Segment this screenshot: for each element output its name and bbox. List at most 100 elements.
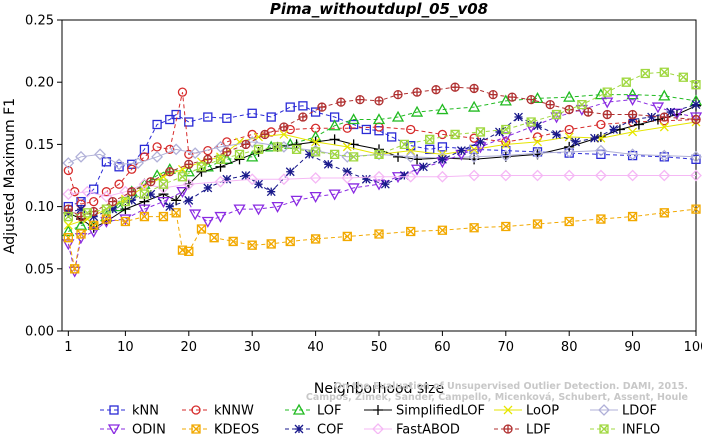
data-point [114, 179, 124, 189]
data-point [266, 239, 276, 249]
legend-marker [503, 405, 513, 415]
data-point [399, 139, 410, 150]
data-point [514, 112, 523, 122]
data-point [691, 204, 701, 214]
series-cof [63, 100, 701, 222]
data-point [291, 139, 302, 150]
data-point [640, 68, 650, 79]
data-point [309, 172, 322, 184]
data-point [499, 94, 512, 106]
data-point [101, 204, 112, 214]
data-point [62, 157, 75, 169]
data-point [437, 225, 448, 235]
legend-label: LDOF [622, 404, 657, 419]
data-point [373, 170, 385, 183]
data-point [279, 122, 289, 132]
data-point [209, 233, 219, 243]
data-point [317, 102, 327, 112]
y-tick-label: 0.15 [25, 138, 54, 153]
data-point [355, 94, 365, 105]
data-point [437, 142, 448, 152]
data-point [139, 211, 150, 222]
legend-item-kdeos: KDEOS [182, 423, 259, 434]
data-point [234, 149, 245, 160]
legend-marker [503, 424, 513, 434]
data-point [157, 196, 170, 208]
data-point [266, 112, 276, 122]
data-point [374, 229, 384, 239]
data-point [425, 134, 435, 145]
data-point [127, 195, 137, 205]
data-point [290, 195, 303, 207]
data-point [75, 150, 87, 163]
legend-label: INFLO [622, 423, 660, 434]
data-point [602, 87, 612, 97]
data-point [670, 108, 684, 120]
data-point [437, 129, 448, 140]
y-tick-label: 0.20 [25, 76, 54, 91]
data-point [157, 182, 170, 194]
data-point [391, 110, 405, 122]
data-point [246, 173, 259, 186]
data-point [533, 121, 542, 131]
data-point [399, 171, 409, 180]
data-point [564, 132, 574, 142]
data-point [545, 99, 555, 110]
legend-marker [598, 404, 610, 416]
data-point [372, 113, 386, 125]
data-point [62, 225, 75, 237]
data-point [81, 185, 94, 198]
data-point [563, 90, 576, 102]
data-point [76, 229, 86, 239]
data-point [310, 234, 321, 244]
y-tick-label: 0.10 [25, 200, 54, 215]
data-point [328, 189, 341, 201]
data-point [132, 157, 144, 169]
data-point [469, 144, 479, 155]
data-point [626, 88, 639, 100]
data-point [596, 214, 606, 224]
data-point [328, 119, 341, 131]
data-point [127, 159, 137, 169]
data-point [651, 102, 665, 114]
x-tick-label: 70 [498, 340, 515, 355]
legend: kNN kNNW LOF SimplifiedLOF LoOP LDOF ODIN KDEOS… [100, 404, 660, 434]
data-point [659, 67, 669, 77]
data-point [139, 189, 150, 199]
y-tick-label: 0.00 [25, 325, 54, 340]
series-line [67, 208, 697, 269]
data-point [277, 173, 290, 186]
data-point [393, 90, 403, 100]
data-point [222, 174, 232, 184]
data-point [431, 85, 441, 95]
data-point [499, 169, 512, 182]
legend-label: kNN [132, 404, 159, 419]
data-point [285, 167, 295, 177]
data-point [626, 169, 639, 182]
y-tick-label: 0.05 [25, 262, 54, 277]
legend-label: kNNW [214, 404, 254, 419]
data-point [82, 208, 93, 218]
data-point [63, 233, 73, 243]
data-point [304, 149, 314, 159]
data-point [596, 119, 606, 130]
x-tick-label: 30 [244, 340, 261, 355]
data-point [101, 214, 112, 224]
y-tick-label: 0.25 [25, 14, 54, 29]
data-point [393, 151, 404, 162]
data-point [666, 107, 676, 117]
data-point [165, 114, 175, 125]
legend-item-lof: LOF [285, 404, 342, 419]
legend-label: LoOP [526, 404, 559, 419]
data-point [63, 220, 73, 230]
series-inflo [63, 67, 701, 222]
data-point [436, 103, 449, 115]
data-point [626, 94, 639, 106]
data-point [254, 179, 263, 189]
data-point [469, 83, 479, 94]
legend-item-fastabod: FastABOD [364, 423, 460, 434]
data-point [309, 191, 322, 203]
data-point [113, 158, 125, 171]
data-point [391, 172, 405, 184]
data-point [285, 236, 295, 247]
